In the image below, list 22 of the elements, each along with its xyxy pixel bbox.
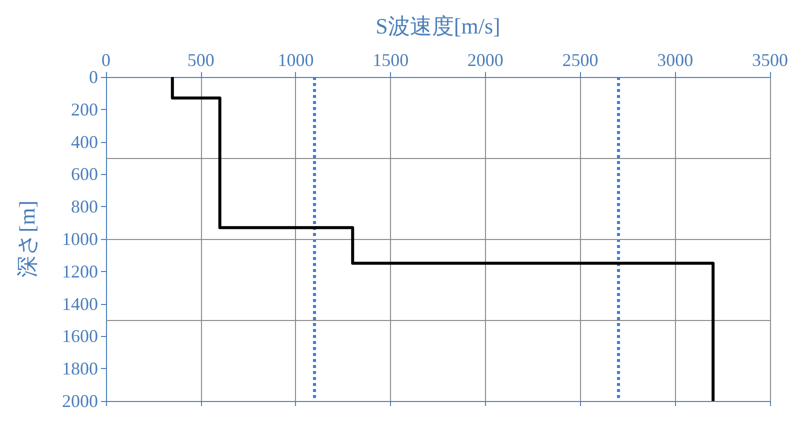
y-tick-label: 1000 — [62, 229, 98, 249]
x-tick-label: 2500 — [562, 50, 598, 70]
y-tick-label: 1800 — [62, 358, 98, 379]
y-tick-label: 1400 — [62, 294, 98, 314]
y-tick-label: 800 — [71, 196, 98, 217]
x-tick-label: 1000 — [278, 50, 314, 70]
x-tick-label: 0 — [102, 50, 110, 70]
line-series — [170, 76, 715, 402]
y-tick-label: 200 — [71, 99, 98, 120]
y-tick-label: 0 — [89, 67, 98, 87]
y-axis-title: 深さ[m] — [14, 200, 40, 278]
y-tick-label: 1200 — [62, 261, 98, 282]
x-tick-label: 1500 — [372, 50, 409, 70]
y-tick-label: 1600 — [62, 326, 98, 346]
x-tick-label: 500 — [187, 50, 214, 70]
x-tick-label: 3500 — [752, 50, 788, 70]
y-tick-label: 600 — [71, 164, 98, 184]
x-axis-title: S波速度[m/s] — [376, 14, 500, 38]
x-tick-label: 3000 — [657, 50, 694, 70]
x-tick-label: 2000 — [467, 50, 504, 70]
y-tick-label: 400 — [71, 132, 98, 152]
y-tick-label: 2000 — [62, 391, 98, 411]
